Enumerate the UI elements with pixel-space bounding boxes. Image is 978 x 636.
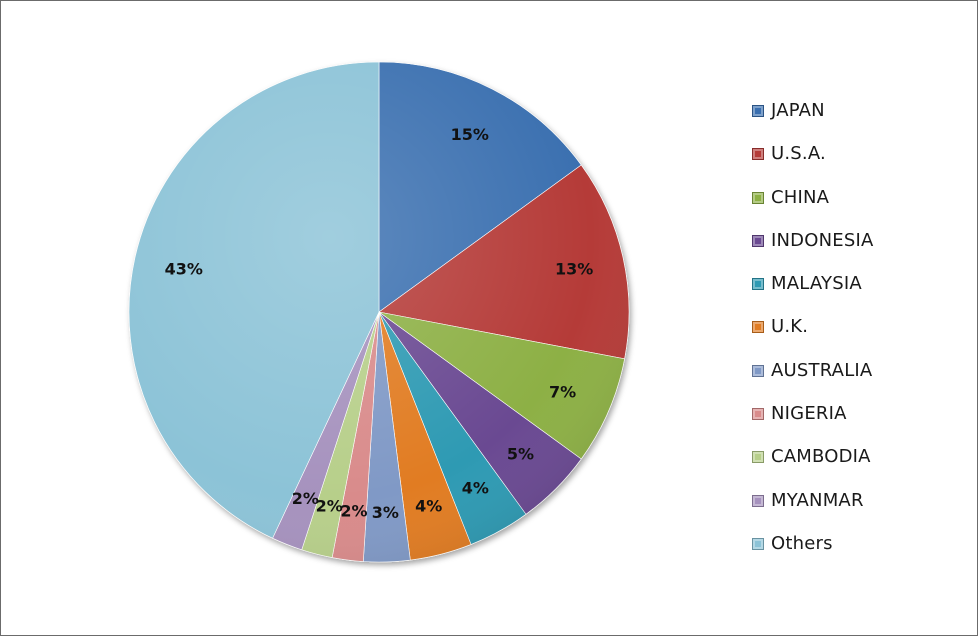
legend-item-nigeria: NIGERIA — [752, 401, 962, 444]
legend-swatch — [752, 278, 764, 291]
legend-swatch — [752, 408, 764, 421]
legend-label: Others — [771, 532, 833, 554]
legend-label: CHINA — [771, 186, 830, 208]
pie-value-labels: 15%13%7%5%4%4%3%2%2%2%43% — [165, 125, 594, 522]
legend-item-japan: JAPAN — [752, 98, 962, 141]
legend-swatch — [752, 105, 764, 117]
slice-label-malaysia: 4% — [462, 478, 489, 497]
slice-label-australia: 3% — [372, 503, 399, 522]
slice-label-myanmar: 2% — [292, 489, 319, 508]
legend-label: INDONESIA — [771, 229, 874, 251]
legend-item-china: CHINA — [752, 185, 962, 228]
legend-label: NIGERIA — [771, 403, 847, 425]
legend-label: MALAYSIA — [771, 273, 862, 295]
legend-item-myanmar: MYANMAR — [752, 488, 962, 531]
legend-label: U.S.A. — [771, 143, 826, 165]
legend-swatch — [752, 321, 764, 334]
legend-item-australia: AUSTRALIA — [752, 358, 962, 401]
legend-label: JAPAN — [771, 100, 825, 121]
slice-label-indonesia: 5% — [507, 444, 534, 463]
legend-item-others: Others — [752, 531, 962, 574]
pie-slices — [128, 61, 630, 563]
legend-item-u-k: U.K. — [752, 314, 962, 357]
slice-label-china: 7% — [549, 382, 576, 401]
slice-label-cambodia: 2% — [316, 497, 343, 516]
legend-swatch — [752, 364, 764, 377]
legend-swatch — [752, 494, 764, 507]
slice-label-others: 43% — [165, 259, 203, 278]
legend-label: AUSTRALIA — [771, 359, 873, 381]
legend-swatch — [752, 234, 764, 247]
slice-label-nigeria: 2% — [340, 501, 367, 520]
slice-label-japan: 15% — [451, 125, 489, 144]
legend-swatch — [752, 537, 764, 550]
legend-swatch — [752, 191, 764, 204]
legend-item-cambodia: CAMBODIA — [752, 444, 962, 487]
legend-item-malaysia: MALAYSIA — [752, 271, 962, 314]
legend-label: CAMBODIA — [771, 446, 871, 468]
legend-item-u-s-a: U.S.A. — [752, 141, 962, 184]
legend-item-indonesia: INDONESIA — [752, 228, 962, 271]
legend-label: U.K. — [771, 316, 809, 338]
legend-swatch — [752, 451, 764, 464]
slice-label-u-k: 4% — [415, 497, 442, 516]
legend-swatch — [752, 148, 764, 161]
legend-label: MYANMAR — [771, 489, 864, 511]
chart-legend: JAPAN U.S.A. CHINA INDONESIA MALAYSIA U.K. AUS… — [752, 98, 962, 574]
slice-label-u-s-a: 13% — [555, 259, 593, 278]
